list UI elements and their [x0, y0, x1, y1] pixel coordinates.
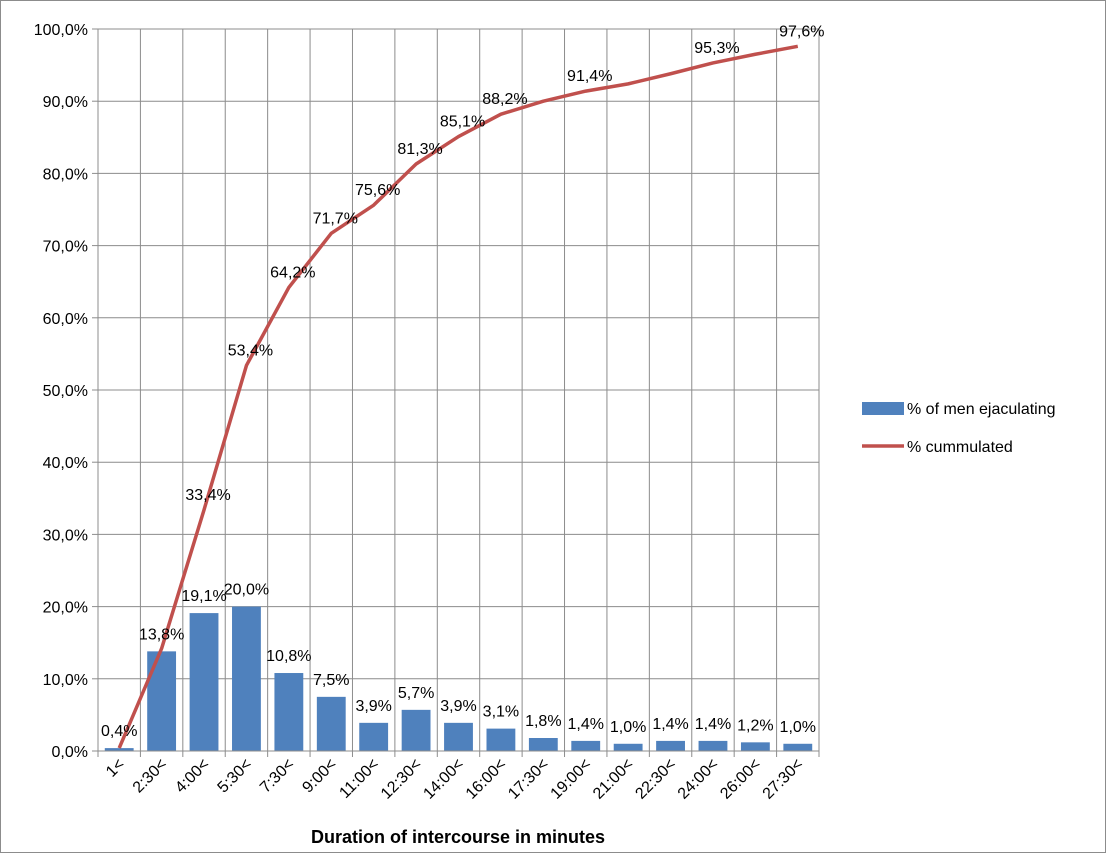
x-tick-label: 21:00< [590, 756, 637, 803]
x-tick-label: 4:00< [172, 756, 213, 797]
bar [444, 723, 473, 751]
x-tick-label: 14:00< [420, 756, 467, 803]
x-tick-label: 1< [103, 756, 128, 781]
line-data-label: 97,6% [779, 23, 824, 40]
bar [783, 744, 812, 751]
bar [741, 742, 770, 751]
line-data-label: 85,1% [440, 114, 485, 131]
bar [529, 738, 558, 751]
legend: % of men ejaculating % cummulated [862, 401, 1056, 456]
bar [317, 697, 346, 751]
bar [571, 741, 600, 751]
y-tick-label: 90,0% [43, 94, 88, 111]
y-tick-label: 40,0% [43, 455, 88, 472]
bar-data-label: 20,0% [224, 582, 269, 599]
line-series [119, 46, 798, 748]
y-tick-label: 60,0% [43, 311, 88, 328]
line-data-label: 64,2% [270, 264, 315, 281]
bar [656, 741, 685, 751]
y-tick-label: 20,0% [43, 600, 88, 617]
bar-data-label: 1,4% [695, 716, 731, 733]
bar [274, 673, 303, 751]
bar-data-label: 3,9% [440, 698, 476, 715]
line-data-label: 33,4% [185, 487, 230, 504]
legend-swatch-bars [862, 402, 904, 415]
legend-label-bars: % of men ejaculating [907, 401, 1056, 418]
x-tick-label: 17:30< [505, 756, 552, 803]
bar-data-label: 1,0% [610, 719, 646, 736]
x-tick-label: 11:00< [336, 756, 382, 802]
bar [614, 744, 643, 751]
bar-data-label: 1,8% [525, 713, 561, 730]
line-data-label: 81,3% [397, 141, 442, 158]
bar [147, 651, 176, 751]
x-tick-label: 5:30< [215, 756, 256, 797]
legend-label-line: % cummulated [907, 439, 1013, 456]
line-data-label: 53,4% [228, 342, 273, 359]
bar-data-label: 1,0% [780, 719, 816, 736]
bar-data-label: 3,1% [483, 704, 519, 721]
y-tick-label: 10,0% [43, 672, 88, 689]
line-data-label: 71,7% [313, 210, 358, 227]
y-tick-label: 80,0% [43, 166, 88, 183]
bar [486, 729, 515, 751]
bar [232, 607, 261, 751]
x-tick-label: 24:00< [675, 756, 722, 803]
bar [402, 710, 431, 751]
line-data-label: 75,6% [355, 182, 400, 199]
line-data-label: 88,2% [482, 91, 527, 108]
bar-data-label: 13,8% [139, 626, 184, 643]
bar-data-label: 0,4% [101, 723, 137, 740]
bar [190, 613, 219, 751]
y-tick-label: 0,0% [52, 744, 88, 761]
x-tick-label: 22:30< [632, 756, 679, 803]
bar-data-label: 1,4% [568, 716, 604, 733]
x-tick-label: 9:00< [299, 756, 340, 797]
y-tick-label: 70,0% [43, 239, 88, 256]
line-data-label: 95,3% [694, 40, 739, 57]
x-tick-label: 7:30< [257, 756, 298, 797]
x-tick-label: 12:30< [378, 756, 425, 803]
bar-data-label: 19,1% [181, 588, 226, 605]
x-tick-label: 2:30< [130, 756, 171, 797]
y-tick-label: 50,0% [43, 383, 88, 400]
x-tick-label: 19:00< [548, 756, 595, 803]
line-data-label: 91,4% [567, 68, 612, 85]
bar-data-label: 3,9% [355, 698, 391, 715]
cumulative-line [119, 46, 798, 748]
bar-data-label: 1,4% [652, 716, 688, 733]
y-tick-label: 100,0% [34, 22, 88, 39]
bar-data-label: 7,5% [313, 672, 349, 689]
x-tick-label: 16:00< [463, 756, 510, 803]
bar-data-label: 1,2% [737, 717, 773, 734]
bar-data-label: 5,7% [398, 685, 434, 702]
x-tick-label: 26:00< [717, 756, 764, 803]
x-tick-label: 27:30< [760, 756, 807, 803]
bar [359, 723, 388, 751]
y-tick-label: 30,0% [43, 527, 88, 544]
x-axis-title: Duration of intercourse in minutes [311, 827, 605, 847]
bar [699, 741, 728, 751]
bar-data-label: 10,8% [266, 648, 311, 665]
